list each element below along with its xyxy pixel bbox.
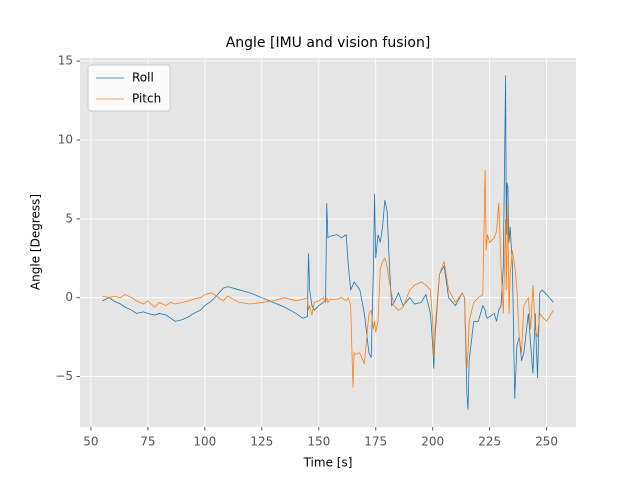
y-tick-label: 5 [65,211,73,225]
x-tick-label: 125 [250,435,273,449]
y-axis-label: Angle [Degress] [29,194,43,290]
x-tick-label: 75 [140,435,155,449]
y-tick-label: 0 [65,290,73,304]
chart-title: Angle [IMU and vision fusion] [226,35,431,51]
x-tick-label: 100 [193,435,216,449]
x-tick-label: 175 [364,435,387,449]
legend-box [87,64,171,112]
y-tick-label: −5 [55,369,73,383]
grid: 50 75 100 125 150 175 200 225 250 −5 0 5 10 15 [55,54,576,449]
x-tick-label: 200 [421,435,444,449]
series-line [102,75,554,410]
x-tick-label: 225 [478,435,501,449]
series-line [102,169,554,388]
y-tick-label: 10 [58,133,73,147]
legend-label: Pitch [132,92,161,106]
x-tick-label: 250 [535,435,558,449]
legend: Roll Pitch [87,64,171,112]
x-tick-label: 150 [307,435,330,449]
x-axis-label: Time [s] [303,456,353,470]
y-tick-label: 15 [58,54,73,68]
legend-label: Roll [132,71,154,85]
plot-area [80,58,576,427]
lines [102,75,554,410]
x-tick-label: 50 [83,435,98,449]
